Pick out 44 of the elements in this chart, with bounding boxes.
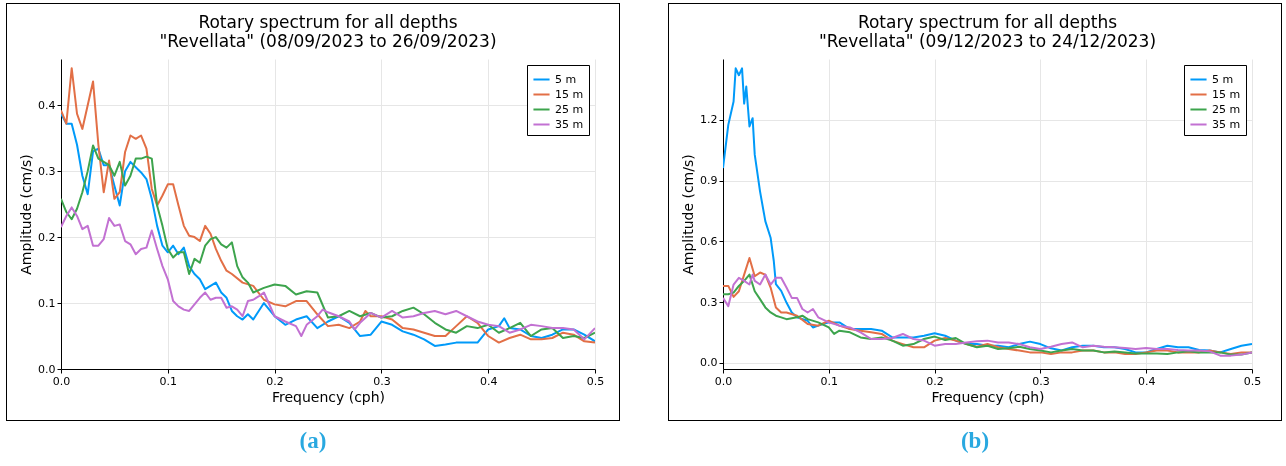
text: (a) <box>298 428 328 454</box>
y-tick-label: 0.6 <box>700 234 718 248</box>
legend-label: 35 m <box>1212 117 1241 131</box>
chart-title: Rotary spectrum for all depths "Revellata" (09/12/2023 to 24/12/2023) <box>818 12 1157 51</box>
x-axis-title: Frequency (cph) <box>931 388 1045 405</box>
y-tick-label: 0.1 <box>38 296 56 310</box>
legend-label: 5 m <box>555 72 577 86</box>
x-tick-label: 0.2 <box>926 374 944 388</box>
legend-label: 15 m <box>555 87 584 101</box>
line-series <box>61 112 595 347</box>
y-tick-label: 0.4 <box>38 98 56 112</box>
x-tick-label: 0.1 <box>820 374 839 388</box>
y-tick-label: 0.0 <box>38 362 56 376</box>
text: (b) <box>959 428 991 454</box>
legend-label: 5 m <box>1212 72 1234 86</box>
x-tick-label: 0.3 <box>373 374 391 388</box>
y-tick-label: 0.0 <box>700 356 718 370</box>
chart-title: Rotary spectrum for all depths "Revellata" (08/09/2023 to 26/09/2023) <box>159 12 497 51</box>
x-tick-label: 0.1 <box>159 374 178 388</box>
legend-label: 25 m <box>555 102 584 116</box>
y-axis-title: Amplitude (cm/s) <box>18 154 35 275</box>
line-series <box>723 67 1252 354</box>
legend-label: 15 m <box>1212 87 1241 101</box>
line-series <box>61 206 595 341</box>
y-tick-label: 0.2 <box>38 230 56 244</box>
x-tick-label: 0.0 <box>714 374 733 388</box>
x-tick-label: 0.2 <box>266 374 284 388</box>
legend-label: 35 m <box>555 117 584 131</box>
line-series <box>61 144 595 339</box>
y-tick-label: 0.3 <box>700 295 718 309</box>
x-tick-label: 0.0 <box>52 374 71 388</box>
line-series <box>723 256 1252 356</box>
x-tick-label: 0.5 <box>586 374 605 388</box>
y-tick-label: 0.9 <box>700 174 718 188</box>
x-tick-label: 0.4 <box>479 374 498 388</box>
legend-label: 25 m <box>1212 102 1241 116</box>
y-axis-title: Amplitude (cm/s) <box>680 154 697 275</box>
x-tick-label: 0.4 <box>1137 374 1156 388</box>
x-tick-label: 0.3 <box>1032 374 1050 388</box>
y-tick-label: 1.2 <box>700 113 718 127</box>
x-axis-title: Frequency (cph) <box>271 388 386 405</box>
y-tick-label: 0.3 <box>38 164 56 178</box>
line-series <box>61 67 595 344</box>
x-tick-label: 0.5 <box>1243 374 1262 388</box>
